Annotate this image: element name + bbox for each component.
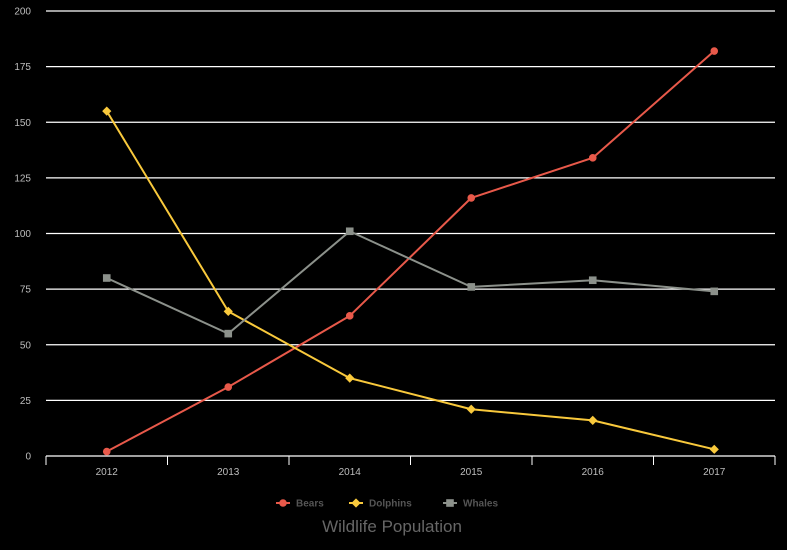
data-point-dolphins [466,404,476,414]
data-point-bears [345,312,354,320]
legend-marker-dolphins [351,498,361,508]
data-point-bears [710,47,719,55]
series-line-bears [106,50,715,453]
series-dolphins [102,106,719,454]
series-line-dolphins [105,110,715,451]
series-line-whales [106,230,715,335]
data-point-dolphins [588,415,598,425]
data-point-bears [102,447,111,456]
y-tick-label: 50 [20,340,32,351]
data-point-bears [467,194,476,202]
data-point-bears [588,154,597,162]
x-tick-label: 2015 [460,467,483,478]
data-point-whales [224,329,233,338]
y-axis-tick-labels: 0 25 50 75 100 125 150 175 200 [14,7,31,463]
data-point-bears [224,383,233,391]
x-tick-label: 2012 [96,467,119,478]
series-whales [102,227,719,338]
x-axis [45,455,776,465]
x-tick-label: 2014 [339,467,362,478]
legend-item-bears: Bears [276,499,324,510]
y-tick-label: 100 [14,229,31,240]
legend-item-whales: Whales [443,499,498,510]
data-point-whales [102,274,111,282]
y-tick-label: 175 [14,62,31,73]
series-bears [102,47,719,456]
legend: Bears Dolphins Whales [276,498,498,510]
data-point-whales [345,227,354,236]
data-point-dolphins [709,444,719,454]
chart-title: Wildlife Population [322,517,462,536]
data-point-whales [467,283,476,291]
y-tick-label: 25 [20,396,32,407]
data-point-whales [588,276,597,285]
legend-item-dolphins: Dolphins [349,498,412,510]
legend-label-bears: Bears [296,499,324,510]
data-point-dolphins [223,306,233,316]
y-tick-label: 125 [14,173,31,184]
x-tick-label: 2017 [703,467,726,478]
x-tick-label: 2016 [582,467,605,478]
data-point-dolphins [345,373,355,383]
y-tick-label: 75 [20,285,32,296]
data-point-whales [710,287,719,296]
y-tick-label: 0 [25,452,31,463]
data-point-dolphins [102,106,112,116]
legend-marker-whales [446,499,454,507]
y-tick-label: 150 [14,118,31,129]
legend-label-dolphins: Dolphins [369,499,412,510]
legend-label-whales: Whales [463,499,498,510]
x-tick-label: 2013 [217,467,240,478]
series-lines [102,47,719,456]
y-tick-label: 200 [14,7,31,18]
x-axis-tick-labels: 2012 2013 2014 2015 2016 2017 [96,467,726,478]
grid-lines [46,10,775,401]
legend-marker-bears [279,499,287,507]
